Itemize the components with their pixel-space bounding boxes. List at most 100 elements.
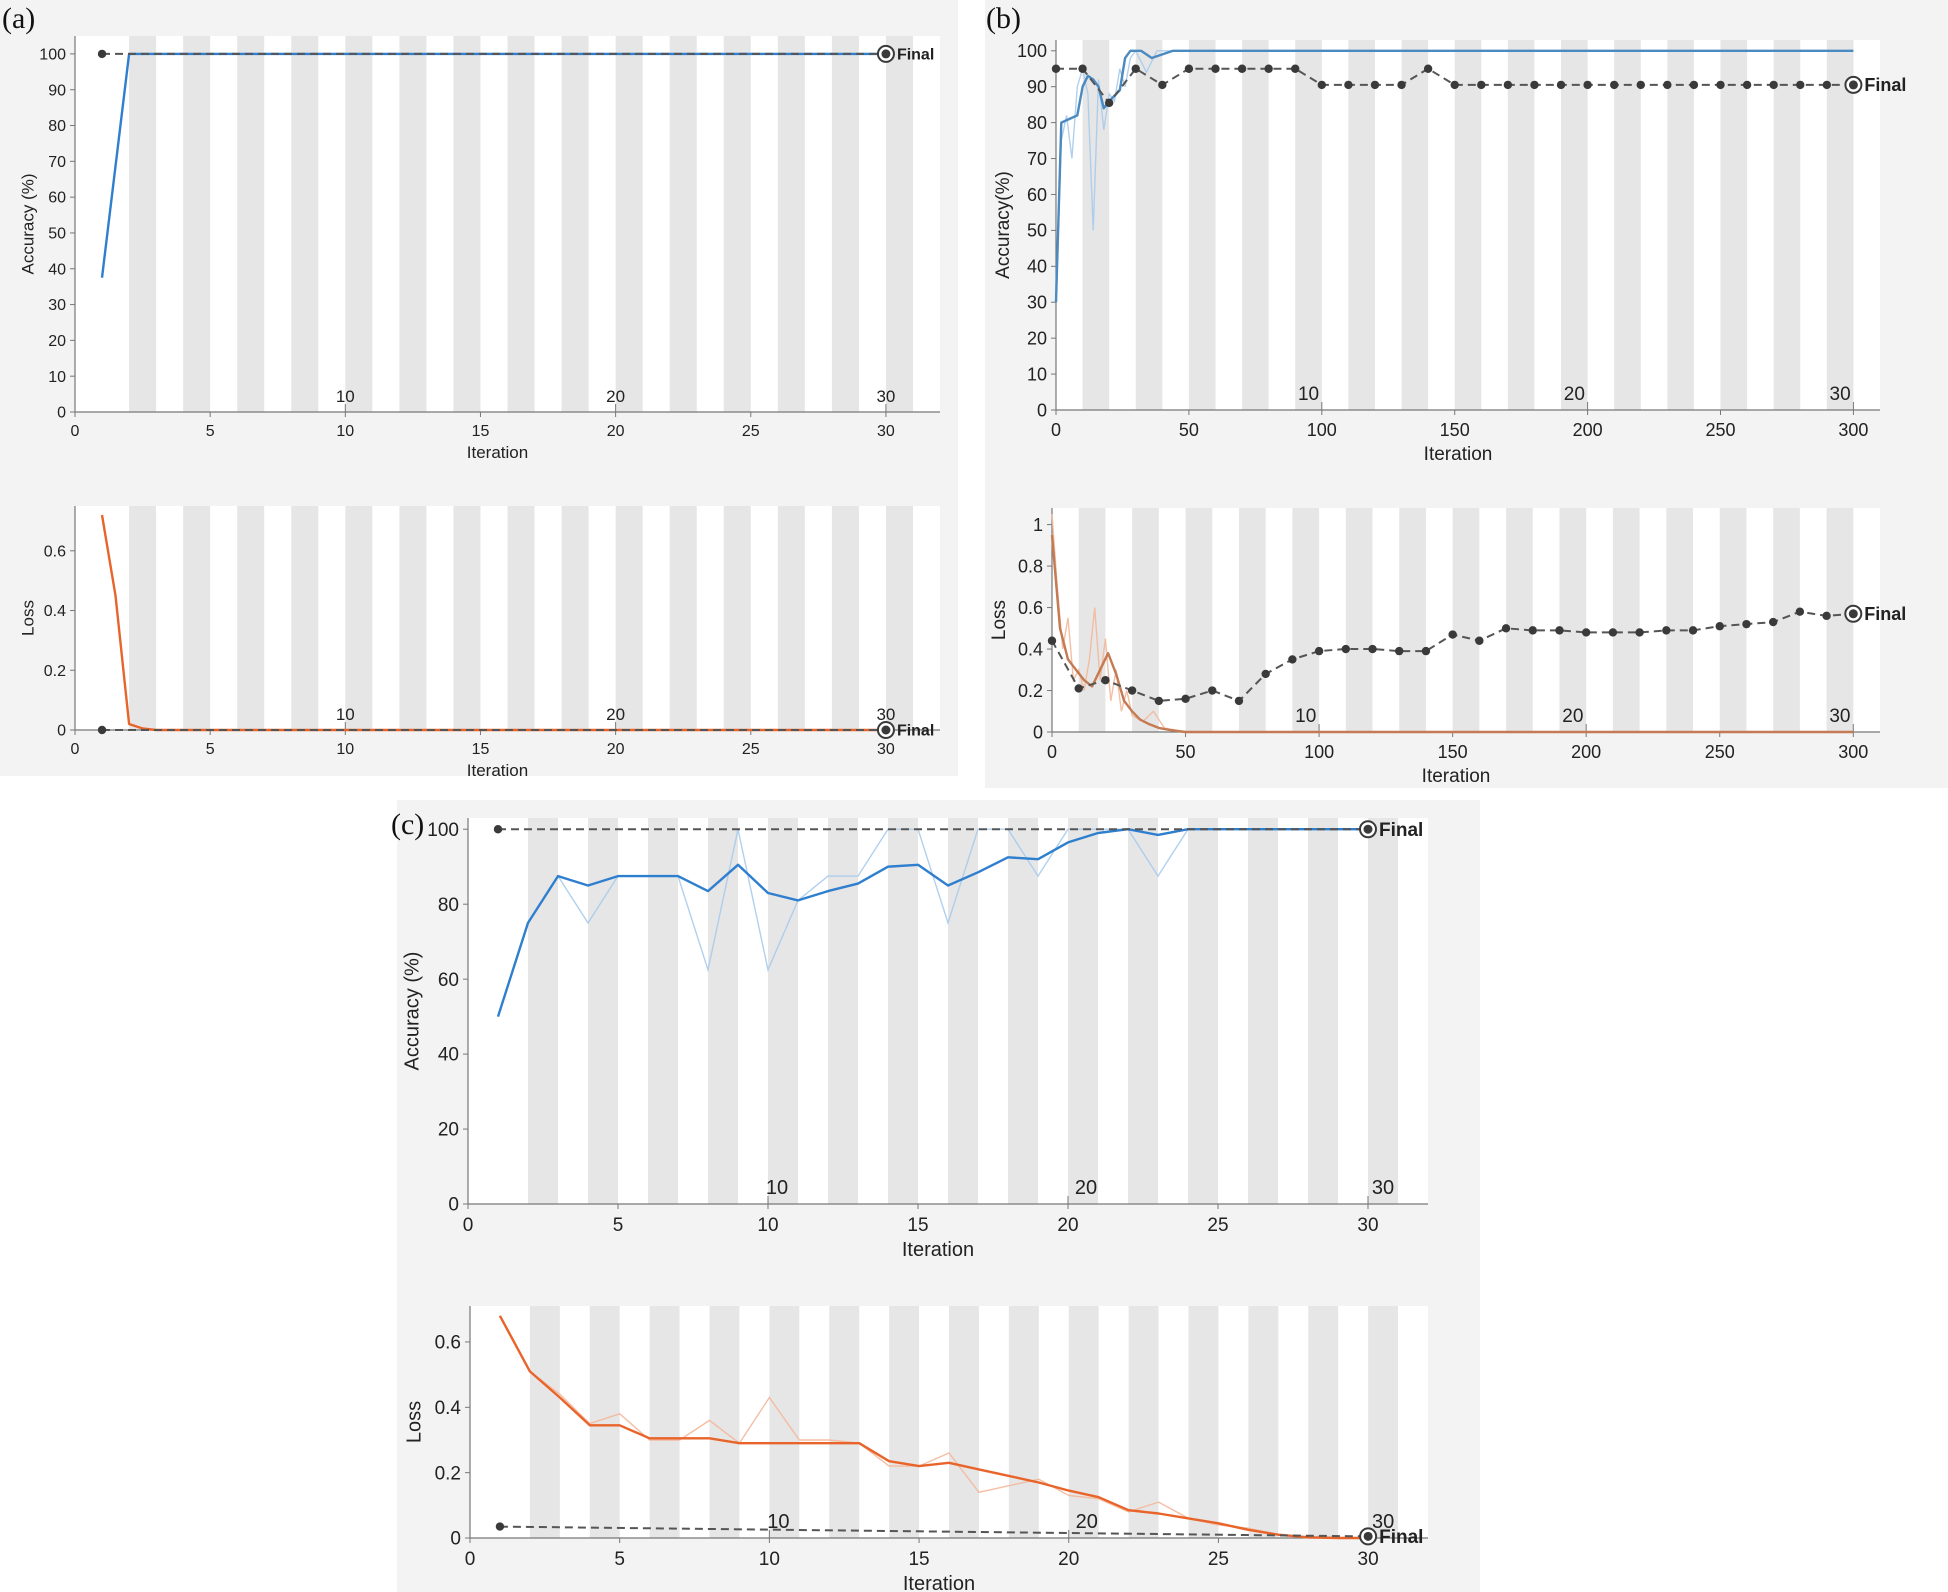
epoch-stripe	[345, 506, 373, 730]
epoch-stripe	[889, 1306, 920, 1538]
epoch-stripe	[399, 36, 427, 412]
x-tick-label: 15	[908, 1549, 929, 1570]
validation-marker	[1503, 80, 1513, 90]
epoch-stripe	[507, 506, 535, 730]
validation-marker	[1581, 628, 1591, 637]
epoch-stripe	[831, 506, 859, 730]
y-tick-label: 0	[57, 405, 66, 422]
x-tick-label: 5	[613, 1215, 624, 1236]
x-tick-label: 50	[1176, 742, 1196, 762]
y-tick-label: 50	[1027, 221, 1047, 241]
x-tick-label: 30	[877, 423, 895, 440]
validation-marker	[1715, 622, 1724, 631]
epoch-stripe	[1238, 508, 1266, 732]
y-tick-label: 60	[438, 970, 459, 991]
validation-marker	[1662, 626, 1671, 635]
validation-marker	[1716, 80, 1725, 90]
series-validation-line	[499, 1525, 1369, 1538]
epoch-stripe	[648, 818, 678, 1204]
epoch-stripe	[723, 506, 751, 730]
x-tick-label: 150	[1440, 420, 1470, 440]
y-axis-label: Loss	[18, 600, 37, 636]
epoch-stripe	[615, 36, 643, 412]
validation-marker	[97, 725, 107, 735]
validation-marker	[1530, 80, 1539, 90]
final-marker-dot	[1848, 609, 1858, 619]
epoch-stripe	[1506, 508, 1533, 732]
validation-marker	[1211, 64, 1220, 73]
epoch-stripe	[649, 1306, 680, 1538]
x-tick-label: 300	[1838, 420, 1868, 440]
y-tick-label: 100	[427, 820, 459, 841]
validation-marker	[1047, 636, 1057, 645]
x-tick-label: 30	[877, 741, 895, 758]
epoch-stripe	[453, 506, 481, 730]
final-marker-dot	[1363, 1531, 1373, 1541]
y-tick-label: 100	[39, 47, 66, 64]
epoch-label: 20	[1562, 706, 1583, 727]
x-tick-label: 10	[336, 741, 354, 758]
y-tick-label: 20	[48, 333, 66, 350]
validation-marker	[1450, 80, 1459, 90]
y-tick-label: 0.2	[44, 663, 66, 680]
x-axis-label: Iteration	[467, 443, 528, 462]
y-tick-label: 30	[1027, 293, 1047, 313]
y-tick-label: 0.4	[435, 1398, 462, 1419]
epoch-label: 10	[336, 387, 355, 406]
epoch-stripe	[1078, 508, 1106, 732]
validation-marker	[1104, 98, 1114, 108]
epoch-stripes	[129, 506, 913, 730]
y-axis-label: Accuracy (%)	[18, 173, 37, 274]
chart-0-0: 0 10 20 30 40 50 60 70 80 90 100 0 5 10 15 20 25 30 10 20 30…	[18, 36, 940, 462]
epoch-label: 10	[1295, 706, 1316, 727]
final-label: Final	[1379, 1527, 1423, 1548]
x-tick-label: 30	[1358, 1549, 1379, 1570]
y-tick-label: 40	[438, 1045, 459, 1066]
x-tick-label: 250	[1705, 420, 1735, 440]
x-axis-label: Iteration	[467, 761, 528, 780]
validation-marker	[1127, 686, 1137, 695]
x-tick-label: 0	[71, 423, 80, 440]
epoch-stripe	[561, 36, 589, 412]
y-tick-label: 40	[1027, 257, 1047, 277]
epoch-stripe	[1368, 818, 1398, 1204]
validation-marker	[1822, 80, 1832, 90]
epoch-stripe	[1667, 40, 1694, 410]
x-tick-label: 25	[1208, 1549, 1229, 1570]
epoch-stripe	[1188, 1306, 1219, 1538]
epoch-stripe	[669, 506, 697, 730]
y-tick-label: 0	[450, 1529, 461, 1550]
validation-marker	[1528, 626, 1537, 635]
y-tick-label: 80	[1027, 113, 1047, 133]
x-tick-label: 15	[472, 741, 490, 758]
epoch-stripe	[1452, 508, 1480, 732]
validation-marker	[1635, 628, 1644, 637]
validation-marker	[1341, 644, 1351, 654]
chart-1-0: 0 10 20 30 40 50 60 70 80 90 100 0 50 100 150 200 250 300…	[993, 40, 1906, 465]
validation-marker	[1769, 80, 1778, 90]
epoch-stripe	[1128, 1306, 1159, 1538]
epoch-stripe	[615, 506, 643, 730]
validation-marker	[1051, 64, 1061, 73]
validation-marker	[1131, 64, 1140, 73]
epoch-stripe	[529, 1306, 560, 1538]
validation-marker	[1344, 80, 1353, 90]
y-tick-label: 60	[48, 190, 66, 207]
y-tick-label: 70	[48, 154, 66, 171]
x-tick-label: 5	[206, 741, 215, 758]
validation-marker	[1501, 624, 1511, 633]
epoch-stripe	[1561, 40, 1588, 410]
epoch-stripe	[1612, 508, 1640, 732]
validation-marker	[1475, 636, 1484, 645]
validation-marker	[1555, 626, 1564, 635]
epoch-stripe	[777, 506, 805, 730]
validation-marker	[1397, 80, 1406, 90]
epoch-stripe	[1132, 508, 1159, 732]
epoch-stripe	[1242, 40, 1269, 410]
epoch-label: 10	[1298, 384, 1319, 405]
y-tick-label: 20	[1027, 328, 1047, 348]
validation-marker	[1689, 80, 1699, 90]
validation-marker	[1314, 646, 1324, 656]
